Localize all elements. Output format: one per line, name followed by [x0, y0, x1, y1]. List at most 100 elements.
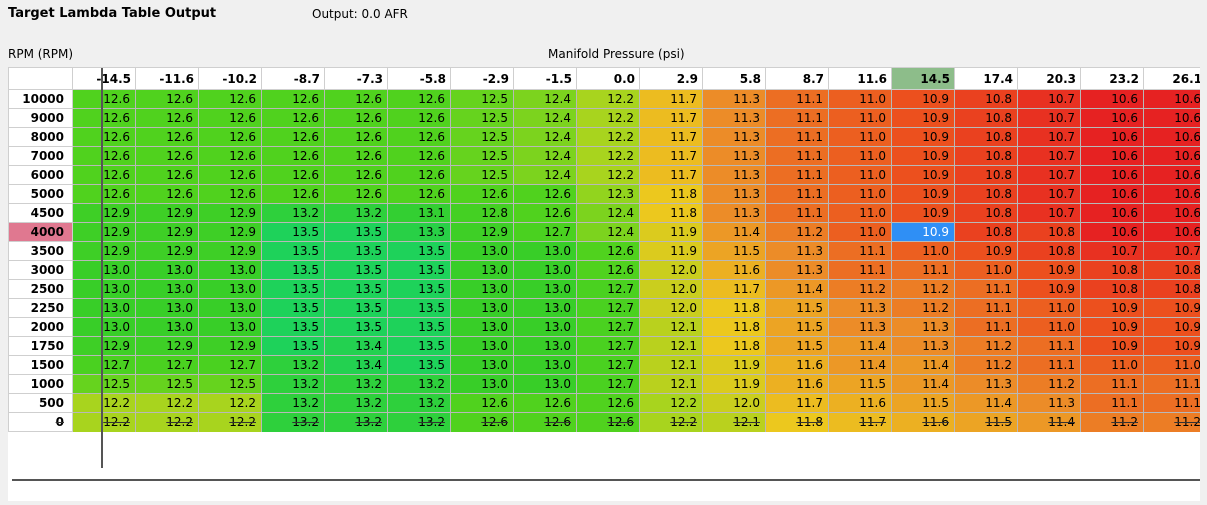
table-cell[interactable]: 12.9: [72, 222, 136, 242]
table-cell[interactable]: 12.0: [702, 393, 766, 413]
table-cell[interactable]: 12.6: [450, 412, 514, 432]
table-cell[interactable]: 11.5: [828, 374, 892, 394]
table-cell[interactable]: 10.8: [954, 184, 1018, 204]
table-cell[interactable]: 12.6: [513, 184, 577, 204]
table-cell[interactable]: 13.2: [261, 374, 325, 394]
table-cell[interactable]: 12.6: [324, 89, 388, 109]
table-cell[interactable]: 13.2: [261, 203, 325, 223]
table-cell[interactable]: 11.5: [954, 412, 1018, 432]
rpm-row-header[interactable]: 500: [8, 393, 73, 413]
table-cell[interactable]: 12.6: [198, 184, 262, 204]
lambda-table-grid[interactable]: -14.5 -11.6 -10.2 -8.7 -7.3 -5.8 -2.9 -1.5 0.0 2.…: [8, 67, 1200, 501]
table-cell[interactable]: 12.1: [639, 317, 703, 337]
table-cell[interactable]: 10.6: [1143, 89, 1200, 109]
table-cell[interactable]: 13.5: [324, 279, 388, 299]
table-cell[interactable]: 11.1: [1080, 393, 1144, 413]
table-cell[interactable]: 11.2: [1080, 412, 1144, 432]
table-cell[interactable]: 12.5: [450, 127, 514, 147]
table-cell[interactable]: 11.8: [765, 412, 829, 432]
column-header[interactable]: 2.9: [639, 67, 703, 90]
table-cell[interactable]: 10.7: [1143, 241, 1200, 261]
table-cell[interactable]: 12.0: [639, 279, 703, 299]
table-cell[interactable]: 11.2: [1017, 374, 1081, 394]
table-cell[interactable]: 12.6: [72, 165, 136, 185]
table-cell[interactable]: 12.5: [198, 374, 262, 394]
table-cell[interactable]: 11.3: [891, 317, 955, 337]
table-cell[interactable]: 13.0: [72, 279, 136, 299]
table-cell[interactable]: 12.2: [576, 89, 640, 109]
table-cell[interactable]: 10.8: [954, 146, 1018, 166]
table-cell[interactable]: 11.7: [639, 108, 703, 128]
table-cell[interactable]: 12.7: [72, 355, 136, 375]
table-cell[interactable]: 13.5: [261, 336, 325, 356]
table-cell[interactable]: 10.9: [1017, 279, 1081, 299]
table-cell[interactable]: 12.6: [72, 108, 136, 128]
column-header[interactable]: 26.1: [1143, 67, 1200, 90]
table-cell[interactable]: 12.2: [135, 412, 199, 432]
table-cell[interactable]: 13.0: [135, 279, 199, 299]
table-cell[interactable]: 13.0: [135, 260, 199, 280]
table-cell[interactable]: 11.1: [828, 241, 892, 261]
table-cell[interactable]: 10.9: [891, 165, 955, 185]
table-cell[interactable]: 11.0: [828, 108, 892, 128]
table-cell[interactable]: 13.0: [450, 355, 514, 375]
rpm-row-header[interactable]: 6000: [8, 165, 73, 185]
table-cell[interactable]: 10.9: [891, 146, 955, 166]
table-cell[interactable]: 10.9: [1017, 260, 1081, 280]
table-cell[interactable]: 11.2: [954, 336, 1018, 356]
table-cell[interactable]: 12.6: [72, 146, 136, 166]
table-cell[interactable]: 12.2: [198, 393, 262, 413]
table-cell[interactable]: 11.1: [765, 146, 829, 166]
table-cell[interactable]: 11.0: [954, 260, 1018, 280]
table-cell[interactable]: 13.0: [450, 260, 514, 280]
table-cell[interactable]: 12.9: [198, 222, 262, 242]
table-cell[interactable]: 10.9: [891, 184, 955, 204]
table-cell[interactable]: 11.0: [828, 203, 892, 223]
table-cell[interactable]: 12.6: [135, 127, 199, 147]
rpm-row-header[interactable]: 8000: [8, 127, 73, 147]
table-cell[interactable]: 13.5: [387, 279, 451, 299]
table-cell[interactable]: 11.3: [702, 108, 766, 128]
table-cell[interactable]: 12.0: [639, 260, 703, 280]
table-cell[interactable]: 10.6: [1143, 184, 1200, 204]
table-cell[interactable]: 13.0: [450, 241, 514, 261]
table-cell[interactable]: 11.2: [1143, 412, 1200, 432]
table-cell[interactable]: 11.3: [1017, 393, 1081, 413]
table-cell[interactable]: 11.4: [891, 355, 955, 375]
table-cell[interactable]: 11.2: [828, 279, 892, 299]
table-cell[interactable]: 13.5: [261, 279, 325, 299]
table-cell[interactable]: 10.6: [1080, 146, 1144, 166]
rpm-row-header[interactable]: 4000: [8, 222, 73, 242]
table-cell[interactable]: 12.6: [135, 108, 199, 128]
table-cell[interactable]: 13.5: [387, 260, 451, 280]
table-cell[interactable]: 12.6: [135, 165, 199, 185]
table-cell[interactable]: 11.3: [702, 184, 766, 204]
table-cell[interactable]: 10.6: [1080, 165, 1144, 185]
table-cell[interactable]: 10.7: [1017, 108, 1081, 128]
table-cell[interactable]: 10.7: [1017, 127, 1081, 147]
table-cell[interactable]: 11.9: [639, 222, 703, 242]
table-cell[interactable]: 11.3: [702, 127, 766, 147]
table-cell[interactable]: 12.9: [135, 241, 199, 261]
table-cell[interactable]: 10.7: [1017, 146, 1081, 166]
table-cell[interactable]: 10.8: [1143, 279, 1200, 299]
table-cell[interactable]: 13.0: [450, 279, 514, 299]
table-cell[interactable]: 12.7: [198, 355, 262, 375]
table-cell[interactable]: 13.0: [198, 317, 262, 337]
table-cell[interactable]: 12.6: [324, 108, 388, 128]
column-header[interactable]: 5.8: [702, 67, 766, 90]
table-cell[interactable]: 11.0: [828, 89, 892, 109]
table-cell[interactable]: 12.6: [513, 203, 577, 223]
table-cell[interactable]: 11.1: [765, 89, 829, 109]
rpm-row-header[interactable]: 7000: [8, 146, 73, 166]
table-cell[interactable]: 11.8: [639, 184, 703, 204]
table-cell[interactable]: 12.9: [135, 336, 199, 356]
table-cell[interactable]: 11.2: [891, 298, 955, 318]
table-cell[interactable]: 11.9: [639, 241, 703, 261]
table-cell[interactable]: 10.6: [1080, 184, 1144, 204]
table-cell[interactable]: 10.7: [1017, 203, 1081, 223]
table-cell[interactable]: 12.6: [72, 184, 136, 204]
column-header[interactable]: -14.5: [72, 67, 136, 90]
table-cell[interactable]: 12.5: [450, 108, 514, 128]
table-cell[interactable]: 12.6: [387, 127, 451, 147]
